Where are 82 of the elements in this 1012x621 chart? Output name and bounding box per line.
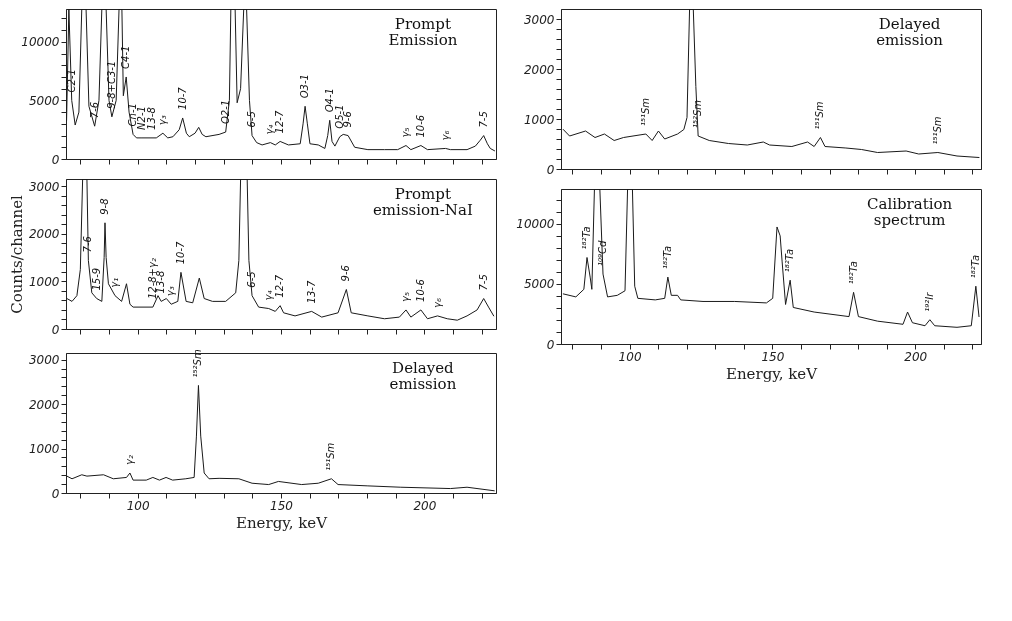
y-tick-label: 2000 [28,227,60,242]
annotation: 12-7 [274,274,286,298]
y-tick-label: 0 [546,162,555,177]
text: Delayed emission [876,15,944,49]
y-tick-label: 2000 [523,62,555,77]
x-tick-label: 200 [904,349,928,364]
annotation: 6-5 [246,111,258,128]
x-tick-label: 100 [618,349,642,364]
annotation: ¹⁵¹Sm [931,116,943,145]
annotation: γ₅ [399,292,411,302]
y-tick-label: 10000 [516,217,555,232]
text: Delayed emission [389,359,457,393]
y-tick-label: 2000 [28,397,60,412]
y-tick-label: 0 [51,322,60,337]
text: Prompt emission-NaI [372,185,473,219]
annotation: O2-1 [219,99,231,125]
annotation: γ₅ [399,127,411,138]
y-tick-label: 1000 [523,112,555,127]
annotation: γ₄ [264,124,276,135]
y-tick-label: 1000 [28,274,60,289]
annotation: 15-9 [90,267,102,291]
y-tick-label: 10000 [21,35,60,50]
y-axis-title: Counts/channel [7,194,26,314]
annotation: C2-1 [65,69,77,93]
annotation: ¹⁸²Ta [661,245,673,270]
x-tick-label: 100 [126,498,150,513]
annotation: 7-6 [88,101,100,119]
annotation: 10-7 [174,241,186,265]
annotation: 12-7 [274,110,286,134]
annotation: ¹⁵¹Sm [814,101,826,130]
annotation: 9-8 [98,198,110,215]
annotation: ¹⁰⁹Cd [597,240,608,267]
text: Prompt Emission [388,15,458,49]
y-tick-label: 3000 [28,179,60,194]
y-tick-label: 1000 [28,442,60,457]
annotation: γ₆ [431,297,443,308]
x-tick-label: 150 [270,498,294,513]
annotation: O5-1 [333,104,345,129]
text: Calibration spectrum [866,195,953,229]
annotation: 7-5 [477,111,489,128]
annotation: γ₃ [165,286,177,297]
annotation: 10-7 [176,86,188,110]
y-tick-label: 5000 [28,93,60,108]
annotation: γ₃ [156,115,168,126]
annotation: 13-8 [155,270,167,294]
annotation: 7-5 [477,274,489,291]
annotation: ¹⁹²Ir [923,291,935,312]
y-tick-label: 5000 [523,277,555,292]
annotation: 13-7 [305,280,317,304]
annotation: 9-6 [340,265,352,282]
annotation: 12-8+γ₂ [146,258,158,300]
annotation: ¹⁵²Sm [192,349,204,378]
annotation: O4-1 [323,88,335,113]
annotation: 9-8+C3-1 [105,60,117,109]
annotation: ¹⁸²Ta [581,226,592,250]
annotation: 9-6 [342,111,354,128]
y-tick-label: 3000 [28,353,60,368]
y-tick-label: 0 [51,486,60,501]
annotation: ¹⁸²Ta [969,254,981,279]
annotation: 7-6 [82,236,94,253]
annotation: 13-8 [146,107,157,130]
annotation: C4-1 [120,45,132,69]
annotation: γ₁ [109,277,121,288]
annotation: 10-6 [414,114,426,138]
annotation: ¹⁵¹Sm [325,442,337,471]
y-tick-label: 0 [51,152,60,167]
annotation: γ₄ [262,290,274,301]
x-tick-label: 150 [761,349,785,364]
annotation: γ₆ [439,130,451,141]
annotation: ¹⁵²Sm [692,99,704,128]
annotation: γ₂ [123,455,135,465]
annotation: O3-1 [299,74,311,99]
annotation: ¹⁸²Ta [847,261,859,285]
y-tick-label: 0 [546,337,555,352]
annotation: ¹⁸²Ta [784,248,796,273]
x-tick-label: 200 [413,498,437,513]
y-tick-label: 3000 [523,12,555,27]
annotation: 6-5 [246,271,258,288]
annotation: 10-6 [414,279,426,302]
annotation: ¹⁵¹Sm [639,97,651,126]
x-axis-title: Energy, keV [725,364,819,383]
x-axis-title: Energy, keV [235,513,329,532]
